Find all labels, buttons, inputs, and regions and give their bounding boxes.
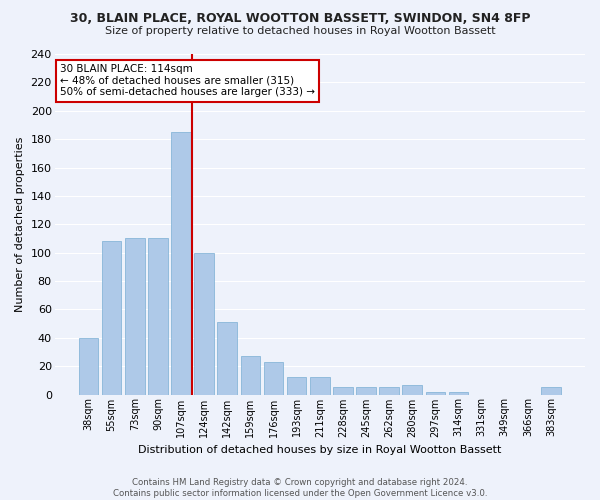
Bar xyxy=(102,242,121,394)
Bar xyxy=(310,378,329,394)
Bar xyxy=(241,356,260,395)
Bar xyxy=(379,388,399,394)
Bar xyxy=(79,338,98,394)
Bar xyxy=(356,388,376,394)
Bar xyxy=(217,322,237,394)
Bar xyxy=(264,362,283,394)
Bar xyxy=(333,388,353,394)
Bar xyxy=(171,132,191,394)
Text: Size of property relative to detached houses in Royal Wootton Bassett: Size of property relative to detached ho… xyxy=(104,26,496,36)
Bar xyxy=(541,388,561,394)
Text: 30, BLAIN PLACE, ROYAL WOOTTON BASSETT, SWINDON, SN4 8FP: 30, BLAIN PLACE, ROYAL WOOTTON BASSETT, … xyxy=(70,12,530,26)
Bar xyxy=(125,238,145,394)
Y-axis label: Number of detached properties: Number of detached properties xyxy=(15,136,25,312)
Bar xyxy=(403,384,422,394)
Bar xyxy=(425,392,445,394)
Bar xyxy=(287,378,307,394)
Bar xyxy=(194,252,214,394)
Bar xyxy=(148,238,168,394)
Text: 30 BLAIN PLACE: 114sqm
← 48% of detached houses are smaller (315)
50% of semi-de: 30 BLAIN PLACE: 114sqm ← 48% of detached… xyxy=(60,64,315,98)
Text: Contains HM Land Registry data © Crown copyright and database right 2024.
Contai: Contains HM Land Registry data © Crown c… xyxy=(113,478,487,498)
Bar xyxy=(449,392,469,394)
X-axis label: Distribution of detached houses by size in Royal Wootton Bassett: Distribution of detached houses by size … xyxy=(138,445,502,455)
